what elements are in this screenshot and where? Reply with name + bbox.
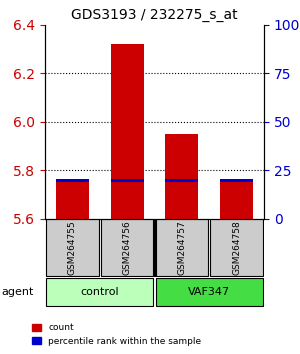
Title: GDS3193 / 232275_s_at: GDS3193 / 232275_s_at: [71, 8, 238, 22]
Bar: [220, 179, 253, 219]
FancyBboxPatch shape: [46, 219, 99, 276]
Text: VAF347: VAF347: [188, 287, 230, 297]
FancyBboxPatch shape: [210, 219, 263, 276]
Text: control: control: [80, 287, 119, 297]
Bar: [111, 179, 143, 182]
FancyBboxPatch shape: [101, 219, 153, 276]
Text: agent: agent: [2, 287, 34, 297]
Text: GSM264757: GSM264757: [177, 221, 186, 275]
Bar: [56, 179, 89, 182]
FancyBboxPatch shape: [156, 279, 263, 307]
Bar: [56, 179, 89, 219]
Text: GSM264758: GSM264758: [232, 221, 241, 275]
Text: GSM264755: GSM264755: [68, 221, 77, 275]
Text: GSM264756: GSM264756: [123, 221, 132, 275]
Bar: [166, 179, 198, 182]
FancyBboxPatch shape: [46, 279, 153, 307]
FancyBboxPatch shape: [156, 219, 208, 276]
Bar: [166, 134, 198, 219]
Bar: [111, 44, 143, 219]
Legend: count, percentile rank within the sample: count, percentile rank within the sample: [28, 320, 205, 349]
Bar: [220, 179, 253, 182]
